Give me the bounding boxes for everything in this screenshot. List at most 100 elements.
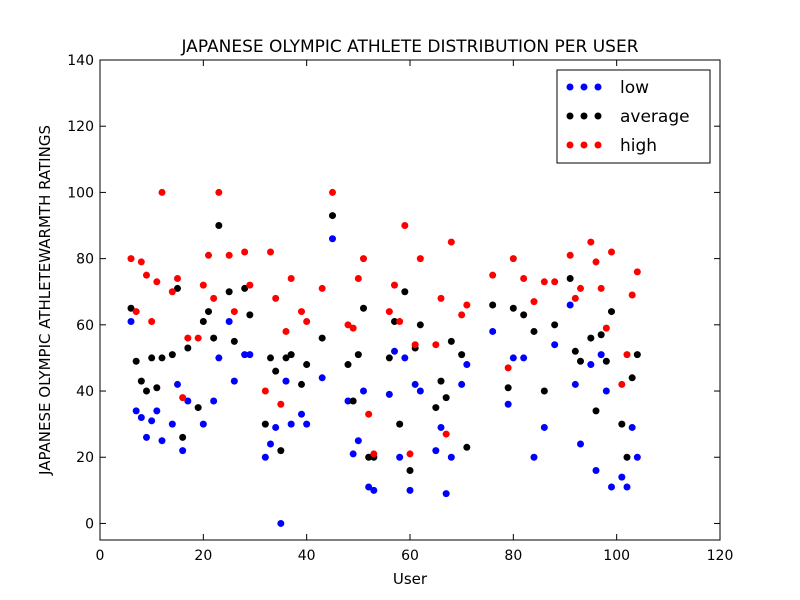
data-point bbox=[442, 490, 450, 498]
y-tick-label: 20 bbox=[76, 450, 94, 466]
data-point bbox=[158, 354, 166, 362]
y-axis-label: JAPANESE OLYMPIC ATHLETEWARMTH RATINGS bbox=[36, 125, 54, 476]
data-point bbox=[179, 447, 187, 455]
data-point bbox=[391, 347, 398, 355]
data-point bbox=[370, 486, 378, 494]
data-point bbox=[267, 354, 274, 362]
legend-marker bbox=[594, 112, 602, 120]
legend-label: high bbox=[620, 136, 657, 156]
data-point bbox=[530, 298, 538, 306]
data-point bbox=[225, 251, 233, 259]
data-point bbox=[205, 308, 212, 316]
data-point bbox=[592, 466, 600, 474]
data-point bbox=[137, 258, 145, 266]
data-point bbox=[602, 324, 610, 332]
data-point bbox=[329, 235, 336, 243]
data-point bbox=[509, 255, 517, 263]
data-point bbox=[623, 453, 631, 461]
data-point bbox=[520, 311, 528, 319]
data-point bbox=[246, 351, 254, 359]
data-point bbox=[277, 447, 285, 455]
data-point bbox=[608, 248, 615, 256]
data-point bbox=[143, 271, 150, 279]
data-point bbox=[504, 364, 512, 372]
data-point bbox=[261, 387, 269, 395]
data-point bbox=[530, 327, 538, 335]
data-point bbox=[194, 334, 202, 342]
data-point bbox=[566, 251, 574, 259]
data-point bbox=[432, 404, 440, 412]
data-point bbox=[577, 284, 584, 292]
data-point bbox=[174, 274, 181, 282]
data-point bbox=[633, 453, 641, 461]
data-point bbox=[168, 351, 176, 359]
legend-label: average bbox=[620, 107, 690, 127]
data-point bbox=[623, 351, 631, 359]
data-point bbox=[437, 377, 445, 385]
legend-label: low bbox=[620, 78, 649, 98]
data-point bbox=[540, 387, 548, 395]
data-point bbox=[287, 351, 295, 359]
data-point bbox=[153, 278, 161, 286]
legend-marker bbox=[580, 83, 588, 91]
data-point bbox=[597, 331, 605, 339]
data-point bbox=[540, 423, 548, 431]
legend-marker bbox=[580, 141, 588, 149]
data-point bbox=[437, 294, 445, 302]
data-point bbox=[153, 384, 161, 392]
data-point bbox=[230, 337, 238, 345]
data-point bbox=[210, 334, 218, 342]
data-point bbox=[210, 294, 218, 302]
data-point bbox=[241, 248, 249, 256]
data-point bbox=[442, 430, 450, 438]
data-point bbox=[385, 390, 393, 398]
data-point bbox=[132, 308, 140, 316]
data-point bbox=[608, 308, 615, 316]
data-point bbox=[215, 354, 223, 362]
data-point bbox=[566, 274, 574, 282]
data-point bbox=[194, 404, 202, 412]
data-point bbox=[411, 380, 419, 388]
legend-marker bbox=[580, 112, 588, 120]
data-point bbox=[354, 437, 362, 445]
data-point bbox=[447, 453, 455, 461]
series-low bbox=[127, 235, 641, 527]
data-point bbox=[179, 394, 187, 402]
data-point bbox=[401, 222, 409, 230]
data-point bbox=[385, 354, 393, 362]
data-point bbox=[282, 327, 290, 335]
data-point bbox=[168, 288, 176, 296]
data-point bbox=[277, 400, 285, 408]
data-point bbox=[597, 351, 605, 359]
data-point bbox=[396, 318, 404, 326]
data-point bbox=[261, 420, 269, 428]
data-point bbox=[504, 384, 512, 392]
data-point bbox=[132, 407, 140, 415]
data-point bbox=[158, 437, 166, 445]
data-point bbox=[230, 377, 238, 385]
data-point bbox=[137, 377, 145, 385]
data-point bbox=[411, 341, 419, 349]
legend-marker bbox=[566, 141, 574, 149]
data-point bbox=[174, 380, 181, 388]
data-point bbox=[148, 318, 156, 326]
data-point bbox=[391, 318, 398, 326]
data-point bbox=[210, 397, 218, 405]
data-point bbox=[132, 357, 140, 365]
data-point bbox=[318, 374, 326, 382]
data-point bbox=[184, 344, 192, 352]
data-point bbox=[344, 397, 352, 405]
data-point bbox=[458, 380, 466, 388]
x-tick-label: 20 bbox=[194, 548, 212, 564]
data-point bbox=[199, 420, 207, 428]
x-tick-label: 40 bbox=[298, 548, 316, 564]
legend: low average high bbox=[556, 69, 711, 164]
data-point bbox=[509, 304, 517, 312]
data-point bbox=[618, 380, 626, 388]
data-point bbox=[241, 284, 249, 292]
data-point bbox=[168, 420, 176, 428]
legend-marker bbox=[594, 141, 602, 149]
data-point bbox=[179, 433, 187, 441]
data-point bbox=[489, 301, 497, 309]
data-point bbox=[344, 361, 352, 369]
